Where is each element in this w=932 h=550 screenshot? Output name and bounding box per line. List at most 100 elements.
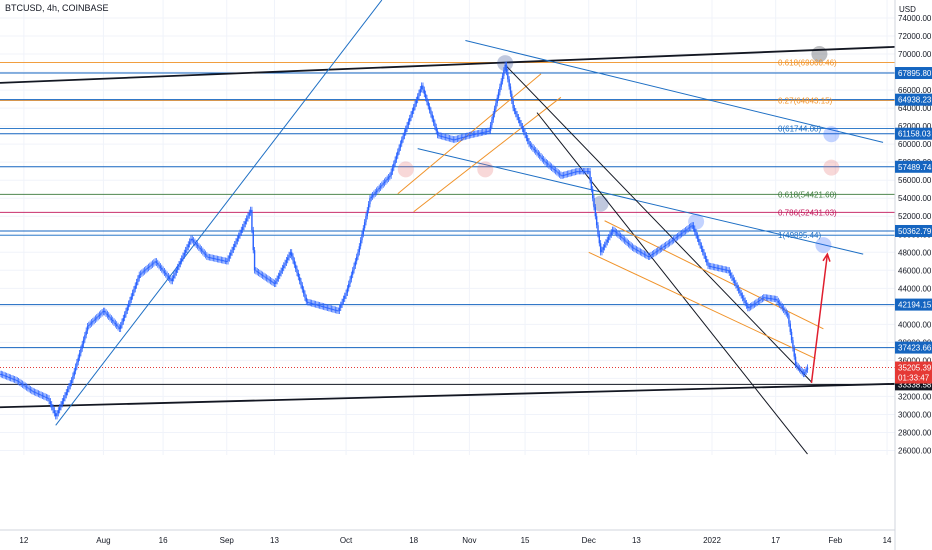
candle-body bbox=[468, 135, 471, 137]
candle-body bbox=[175, 269, 178, 273]
candle-body bbox=[208, 257, 211, 259]
candle-body bbox=[81, 344, 83, 349]
candle-body bbox=[54, 413, 57, 417]
candle-body bbox=[199, 247, 201, 250]
candle-body bbox=[61, 401, 64, 405]
candle-body bbox=[536, 151, 538, 154]
candle-body bbox=[747, 305, 749, 309]
candle-body bbox=[292, 256, 294, 261]
candle-body bbox=[594, 207, 597, 217]
x-tick-label: 16 bbox=[159, 536, 168, 545]
y-tick-label: 62000.00 bbox=[898, 122, 932, 131]
symbol-title: BTCUSD, 4h, COINBASE bbox=[5, 3, 109, 13]
candle-body bbox=[704, 255, 707, 260]
candle-body bbox=[374, 192, 376, 194]
candle-body bbox=[643, 253, 646, 255]
candle-body bbox=[182, 255, 184, 259]
candle-body bbox=[163, 271, 166, 273]
candle-body bbox=[698, 238, 700, 243]
candle-body bbox=[464, 136, 467, 138]
candle-body bbox=[367, 204, 370, 211]
candle-body bbox=[501, 75, 504, 82]
candle-body bbox=[395, 155, 398, 160]
candle-body bbox=[58, 407, 61, 411]
candle-body bbox=[226, 260, 228, 262]
y-tick-label: 64000.00 bbox=[898, 104, 932, 113]
candle-body bbox=[354, 261, 357, 266]
candle-body bbox=[525, 135, 528, 139]
candle-body bbox=[793, 348, 795, 357]
candle-body bbox=[511, 93, 513, 101]
candle-body bbox=[402, 136, 404, 140]
candle-body bbox=[33, 391, 36, 393]
candle-body bbox=[25, 386, 28, 388]
candle-body bbox=[285, 260, 288, 263]
candle-body bbox=[630, 245, 632, 247]
candle-body bbox=[426, 97, 428, 103]
candle-body bbox=[106, 313, 109, 316]
candle-body bbox=[463, 136, 465, 138]
candle-body bbox=[613, 229, 615, 231]
trend-line bbox=[55, 0, 383, 426]
candle-body bbox=[357, 252, 359, 257]
marker-dot bbox=[477, 161, 494, 178]
candle-body bbox=[740, 293, 742, 296]
candle-body bbox=[342, 298, 345, 302]
candle-body bbox=[436, 131, 439, 136]
candle-body bbox=[659, 248, 662, 250]
candle-body bbox=[443, 136, 445, 138]
candle-body bbox=[187, 244, 189, 248]
candle-body bbox=[639, 251, 642, 253]
candle-body bbox=[712, 266, 715, 268]
candle-body bbox=[23, 384, 25, 386]
candle-body bbox=[717, 267, 720, 269]
candle-body bbox=[467, 135, 469, 137]
candle-body bbox=[337, 310, 339, 312]
candle-body bbox=[0, 373, 3, 375]
candle-body bbox=[565, 174, 567, 176]
candle-body bbox=[16, 380, 18, 382]
level-badge bbox=[895, 160, 932, 173]
candle-body bbox=[78, 353, 81, 358]
candle-body bbox=[772, 298, 774, 300]
candle-body bbox=[207, 256, 209, 258]
candle-body bbox=[774, 298, 777, 300]
candle-body bbox=[708, 265, 711, 267]
candle-body bbox=[593, 198, 595, 208]
candle-body bbox=[267, 278, 269, 280]
candle-body bbox=[538, 154, 541, 157]
y-tick-label: 48000.00 bbox=[898, 248, 932, 257]
candle-body bbox=[288, 254, 290, 258]
candle-body bbox=[53, 410, 56, 414]
candle-body bbox=[195, 243, 197, 245]
candle-body bbox=[115, 324, 118, 326]
candle-body bbox=[4, 375, 7, 377]
candle-body bbox=[790, 331, 793, 341]
candle-body bbox=[757, 300, 760, 302]
candle-body bbox=[222, 260, 224, 262]
candle-body bbox=[317, 304, 319, 306]
candle-body bbox=[162, 269, 164, 272]
candle-body bbox=[401, 139, 403, 144]
candle-body bbox=[378, 187, 380, 190]
candle-body bbox=[765, 297, 768, 299]
candle-body bbox=[121, 321, 123, 326]
candle-body bbox=[578, 171, 581, 173]
candle-body bbox=[249, 209, 252, 213]
candle-body bbox=[294, 264, 297, 269]
candle-body bbox=[32, 391, 34, 393]
candle-body bbox=[573, 171, 575, 173]
y-tick-label: 26000.00 bbox=[898, 446, 932, 455]
candle-body bbox=[778, 302, 781, 305]
candle-body bbox=[240, 229, 243, 233]
candle-body bbox=[43, 395, 45, 397]
candle-body bbox=[638, 250, 640, 252]
candle-body bbox=[487, 130, 489, 132]
candle-body bbox=[488, 130, 490, 132]
trend-lines bbox=[0, 0, 896, 455]
candle-body bbox=[94, 318, 97, 320]
level-badge-label: 33338.58 bbox=[898, 380, 932, 389]
candle-body bbox=[527, 138, 529, 142]
candle-body bbox=[371, 195, 374, 197]
